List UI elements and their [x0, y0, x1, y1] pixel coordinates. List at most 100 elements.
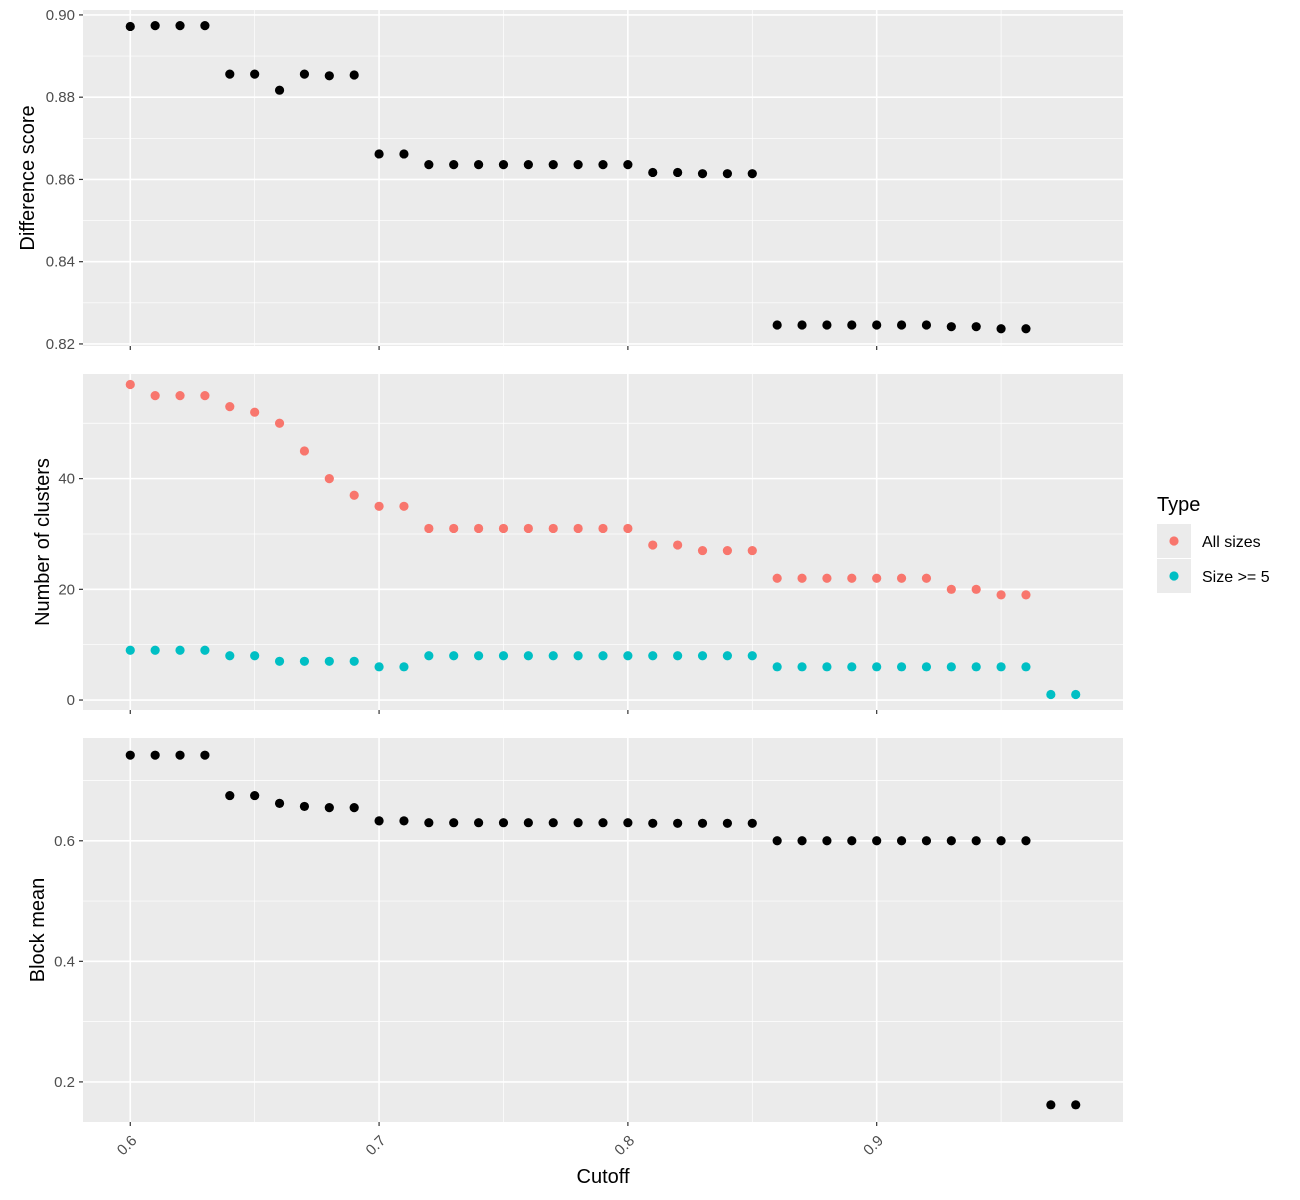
- data-point: [498, 651, 509, 661]
- data-point: [872, 836, 882, 846]
- data-point: [473, 651, 484, 661]
- x-axis-title: Cutoff: [577, 1166, 630, 1188]
- data-point: [324, 656, 334, 666]
- data-point: [150, 21, 160, 31]
- data-point: [573, 818, 583, 828]
- data-point: [896, 320, 907, 330]
- data-point: [697, 818, 708, 828]
- data-point: [847, 320, 857, 330]
- data-point: [673, 818, 683, 828]
- data-point: [125, 750, 135, 760]
- y-tick-label: 0.82: [46, 336, 75, 353]
- data-point: [498, 523, 509, 534]
- data-point: [200, 390, 210, 401]
- data-point: [1071, 1100, 1081, 1110]
- data-point: [747, 818, 757, 828]
- data-point: [299, 801, 310, 812]
- data-point: [473, 160, 484, 170]
- data-point: [697, 545, 708, 556]
- legend-key-all-sizes: All sizes: [1157, 524, 1261, 558]
- data-point: [449, 160, 459, 170]
- data-point: [175, 390, 185, 401]
- data-point: [399, 149, 409, 159]
- y-axis-title: Difference score: [17, 105, 39, 250]
- data-point: [996, 662, 1006, 672]
- data-point: [946, 836, 956, 846]
- data-point: [996, 324, 1006, 334]
- data-point: [722, 169, 733, 179]
- data-point: [971, 662, 981, 672]
- data-point: [1021, 662, 1031, 672]
- data-point: [225, 69, 235, 79]
- data-point: [399, 501, 409, 511]
- data-point: [1046, 1100, 1056, 1110]
- data-point: [697, 651, 708, 661]
- data-point: [250, 790, 260, 801]
- data-point: [523, 523, 533, 534]
- data-point: [623, 651, 633, 661]
- data-point: [772, 573, 782, 583]
- data-point: [747, 169, 757, 179]
- data-point: [722, 651, 733, 661]
- data-point: [847, 836, 857, 846]
- data-point: [349, 656, 359, 666]
- series-1: [125, 21, 1031, 334]
- data-point: [673, 540, 683, 550]
- data-point: [797, 836, 807, 846]
- data-point: [921, 573, 932, 583]
- data-point: [548, 818, 558, 828]
- data-point: [996, 590, 1006, 600]
- data-point: [473, 818, 484, 828]
- data-point: [1071, 689, 1081, 700]
- data-point: [697, 169, 708, 179]
- data-point: [374, 816, 384, 826]
- data-point: [573, 160, 583, 170]
- data-point: [299, 446, 310, 456]
- data-point: [772, 836, 782, 846]
- data-point: [822, 320, 832, 330]
- data-point: [250, 69, 260, 79]
- data-point: [921, 836, 932, 846]
- legend: Type All sizes Size >= 5: [1157, 494, 1270, 593]
- y-tick-label: 40: [58, 471, 75, 488]
- panel-1: 0.82 0.84 0.86 0.88 0.90 Difference score: [17, 7, 1123, 353]
- data-point: [274, 85, 285, 95]
- data-point: [648, 818, 658, 828]
- data-point: [1021, 590, 1031, 600]
- data-point: [946, 662, 956, 672]
- data-point: [623, 160, 633, 170]
- data-point: [1021, 836, 1031, 846]
- data-point: [349, 70, 359, 80]
- legend-key-size-ge-5: Size >= 5: [1157, 559, 1270, 593]
- data-point: [896, 573, 907, 583]
- data-point: [324, 803, 334, 813]
- data-point: [274, 656, 285, 666]
- y-tick-label: 0.90: [46, 7, 75, 24]
- data-point: [772, 320, 782, 330]
- data-point: [623, 818, 633, 828]
- data-point: [200, 21, 210, 31]
- data-point: [374, 149, 384, 159]
- data-point: [747, 651, 757, 661]
- data-point: [673, 651, 683, 661]
- data-point: [747, 545, 757, 556]
- data-point: [225, 402, 235, 412]
- data-point: [822, 573, 832, 583]
- data-point: [946, 322, 956, 332]
- data-point: [324, 71, 334, 81]
- data-point: [125, 379, 135, 390]
- data-point: [648, 651, 658, 661]
- data-point: [299, 656, 310, 666]
- data-point: [797, 573, 807, 583]
- legend-title: Type: [1157, 494, 1200, 516]
- y-tick-label: 0.88: [46, 89, 75, 106]
- legend-dot-size-ge-5: [1169, 571, 1179, 581]
- y-axis-title: Number of clusters: [32, 458, 54, 626]
- data-point: [1021, 324, 1031, 334]
- series-1: [125, 750, 1081, 1110]
- data-point: [722, 818, 733, 828]
- data-point: [449, 523, 459, 534]
- data-point: [946, 584, 956, 594]
- data-point: [623, 523, 633, 534]
